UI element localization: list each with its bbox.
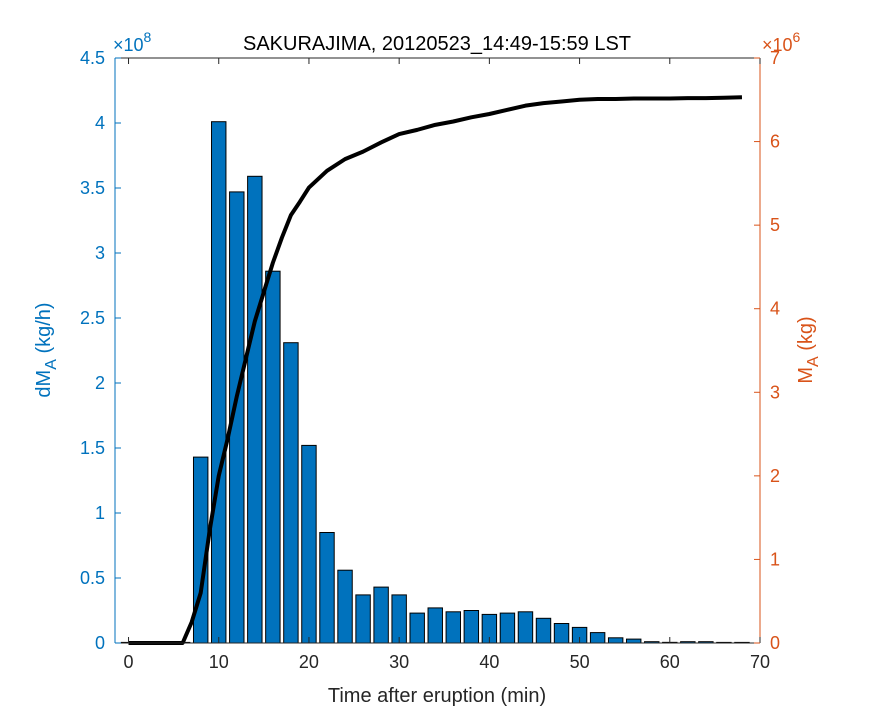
bar	[319, 532, 335, 644]
right-exponent-label: ×106	[762, 29, 801, 55]
bar	[517, 611, 534, 644]
bar	[607, 637, 624, 644]
left-y-axis-label: dMA (kg/h)	[33, 302, 60, 397]
left-y-tick-label: 4.5	[80, 48, 105, 68]
x-tick-label: 50	[570, 652, 590, 672]
bar	[337, 569, 353, 644]
right-y-axis-label: MA (kg)	[795, 316, 822, 383]
bar	[391, 594, 407, 644]
bar	[553, 623, 570, 644]
label-main: dM	[33, 370, 55, 398]
left-y-tick-label: 2.5	[80, 308, 105, 328]
x-axis-label: Time after eruption (min)	[328, 685, 546, 707]
bar	[445, 611, 462, 644]
right-y-tick-label: 1	[770, 549, 780, 569]
right-y-tick-label: 3	[770, 382, 780, 402]
left-y-tick-label: 0.5	[80, 568, 105, 588]
x-tick-label: 10	[209, 652, 229, 672]
x-tick-label: 60	[660, 652, 680, 672]
right-y-tick-label: 5	[770, 215, 780, 235]
label-subscript: A	[43, 359, 60, 370]
bar	[355, 594, 371, 644]
x-tick-label: 30	[389, 652, 409, 672]
right-y-tick-label: 0	[770, 633, 780, 653]
bar	[463, 610, 480, 644]
bar	[427, 607, 443, 644]
bar	[211, 121, 227, 644]
right-exponent-power: 6	[793, 29, 801, 45]
chart-title: SAKURAJIMA, 20120523_14:49-15:59 LST	[243, 33, 631, 55]
ticks-layer: 0 10 20 30 40 50 60 7000.511.522.533.544.501234…	[80, 48, 780, 672]
x-tick-label: 40	[479, 652, 499, 672]
cumulative-mass-line	[128, 95, 743, 645]
left-y-tick-label: 4	[95, 113, 105, 133]
bar	[247, 175, 263, 644]
left-exponent-power: 8	[144, 29, 152, 45]
left-y-tick-label: 3	[95, 243, 105, 263]
label-subscript: A	[805, 356, 822, 367]
bar	[589, 632, 606, 644]
right-y-tick-label: 2	[770, 466, 780, 486]
left-y-tick-label: 2	[95, 373, 105, 393]
left-y-tick-label: 1	[95, 503, 105, 523]
x-tick-label: 0	[124, 652, 134, 672]
bar	[283, 342, 299, 644]
x-tick-label: 70	[750, 652, 770, 672]
bar	[265, 270, 281, 644]
label-main: M	[795, 367, 817, 384]
label-suffix: (kg/h)	[33, 302, 55, 359]
right-y-tick-label: 7	[770, 48, 780, 68]
bar	[409, 612, 425, 644]
right-y-tick-label: 4	[770, 299, 780, 319]
line-layer	[128, 95, 743, 645]
left-y-tick-label: 3.5	[80, 178, 105, 198]
right-y-tick-label: 6	[770, 132, 780, 152]
bar	[301, 444, 317, 644]
left-exponent-label: ×108	[113, 29, 152, 55]
axes-layer	[114, 57, 761, 644]
left-y-tick-label: 0	[95, 633, 105, 653]
bar	[535, 617, 552, 644]
label-suffix: (kg)	[795, 316, 817, 356]
left-y-tick-label: 1.5	[80, 438, 105, 458]
bar	[625, 638, 642, 644]
left-exponent-base: ×10	[113, 35, 144, 55]
bar	[373, 586, 389, 644]
bar	[499, 612, 516, 644]
right-exponent-base: ×10	[762, 35, 793, 55]
x-tick-label: 20	[299, 652, 319, 672]
